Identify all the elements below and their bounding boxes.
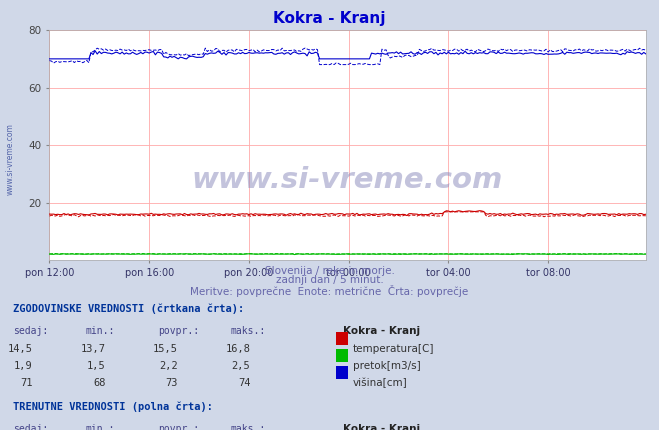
Text: Meritve: povprečne  Enote: metrične  Črta: povprečje: Meritve: povprečne Enote: metrične Črta:… [190,285,469,297]
Text: zadnji dan / 5 minut.: zadnji dan / 5 minut. [275,275,384,285]
Text: povpr.:: povpr.: [158,424,199,430]
Text: 68: 68 [93,378,105,388]
Text: 1,9: 1,9 [14,361,33,371]
Text: Slovenija / reke in morje.: Slovenija / reke in morje. [264,266,395,276]
Text: 16,8: 16,8 [225,344,250,353]
Text: min.:: min.: [86,326,115,335]
Text: 2,5: 2,5 [232,361,250,371]
Text: povpr.:: povpr.: [158,326,199,335]
Text: 13,7: 13,7 [80,344,105,353]
Text: temperatura[C]: temperatura[C] [353,344,434,353]
Text: 14,5: 14,5 [8,344,33,353]
Text: 1,5: 1,5 [87,361,105,371]
Text: www.si-vreme.com: www.si-vreme.com [192,166,503,194]
Text: Kokra - Kranj: Kokra - Kranj [343,424,420,430]
Text: pretok[m3/s]: pretok[m3/s] [353,361,420,371]
Text: Kokra - Kranj: Kokra - Kranj [343,326,420,335]
Text: maks.:: maks.: [231,424,266,430]
Text: 71: 71 [20,378,33,388]
Text: TRENUTNE VREDNOSTI (polna črta):: TRENUTNE VREDNOSTI (polna črta): [13,402,213,412]
Text: 2,2: 2,2 [159,361,178,371]
Text: sedaj:: sedaj: [13,326,48,335]
Text: min.:: min.: [86,424,115,430]
Text: višina[cm]: višina[cm] [353,378,407,388]
Text: 15,5: 15,5 [153,344,178,353]
Text: sedaj:: sedaj: [13,424,48,430]
Text: Kokra - Kranj: Kokra - Kranj [273,11,386,26]
Text: 73: 73 [165,378,178,388]
Text: ZGODOVINSKE VREDNOSTI (črtkana črta):: ZGODOVINSKE VREDNOSTI (črtkana črta): [13,303,244,313]
Text: maks.:: maks.: [231,326,266,335]
Text: 74: 74 [238,378,250,388]
Text: www.si-vreme.com: www.si-vreme.com [5,123,14,195]
